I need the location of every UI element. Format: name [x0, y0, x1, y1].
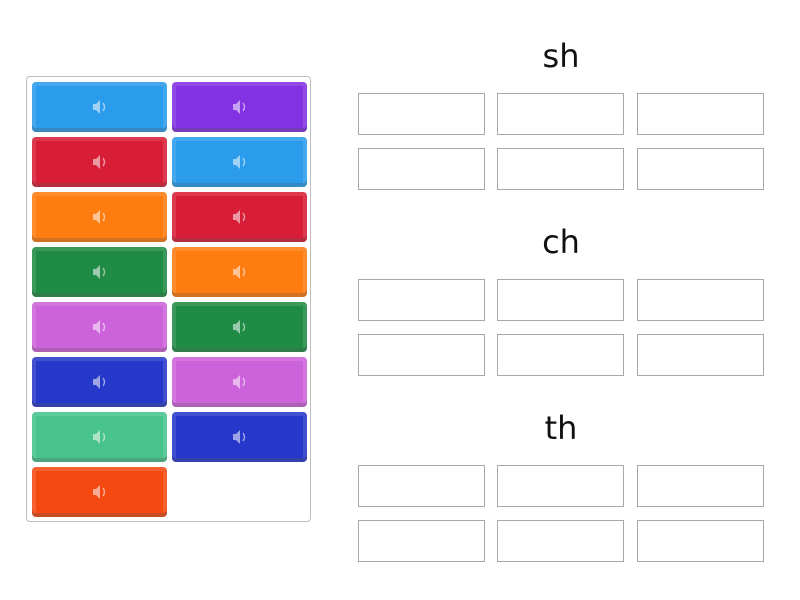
audio-tile[interactable]: [172, 302, 307, 352]
drop-slot[interactable]: [497, 93, 624, 135]
audio-tile[interactable]: [172, 412, 307, 462]
speaker-icon: [92, 319, 108, 335]
audio-tile[interactable]: [32, 247, 167, 297]
audio-tile[interactable]: [32, 467, 167, 517]
drop-slot[interactable]: [497, 520, 624, 562]
drop-slot[interactable]: [637, 93, 764, 135]
audio-tile[interactable]: [32, 82, 167, 132]
drop-slot[interactable]: [358, 93, 485, 135]
drop-slot[interactable]: [358, 279, 485, 321]
speaker-icon: [232, 264, 248, 280]
speaker-icon: [232, 374, 248, 390]
drop-slot[interactable]: [358, 465, 485, 507]
drop-slot[interactable]: [497, 148, 624, 190]
audio-tile[interactable]: [32, 412, 167, 462]
speaker-icon: [92, 484, 108, 500]
speaker-icon: [92, 264, 108, 280]
audio-tile[interactable]: [32, 192, 167, 242]
speaker-icon: [232, 209, 248, 225]
drop-slot[interactable]: [637, 334, 764, 376]
speaker-icon: [92, 374, 108, 390]
audio-tile[interactable]: [32, 302, 167, 352]
speaker-icon: [92, 209, 108, 225]
group-title: ch: [542, 223, 580, 261]
drop-slot[interactable]: [358, 148, 485, 190]
drop-slot[interactable]: [497, 279, 624, 321]
tile-bank: [26, 76, 311, 522]
speaker-icon: [92, 99, 108, 115]
drop-slot[interactable]: [358, 520, 485, 562]
speaker-icon: [232, 99, 248, 115]
group-title: th: [544, 409, 578, 447]
drop-slot[interactable]: [637, 520, 764, 562]
speaker-icon: [232, 429, 248, 445]
drop-slot[interactable]: [637, 148, 764, 190]
drop-slot[interactable]: [358, 334, 485, 376]
speaker-icon: [92, 429, 108, 445]
audio-tile[interactable]: [172, 357, 307, 407]
audio-tile[interactable]: [172, 192, 307, 242]
drop-slot[interactable]: [637, 465, 764, 507]
audio-tile[interactable]: [172, 82, 307, 132]
drop-slot[interactable]: [637, 279, 764, 321]
drop-slot[interactable]: [497, 465, 624, 507]
drop-slot[interactable]: [497, 334, 624, 376]
group-title: sh: [542, 37, 580, 75]
audio-tile[interactable]: [32, 357, 167, 407]
audio-tile[interactable]: [172, 247, 307, 297]
speaker-icon: [92, 154, 108, 170]
speaker-icon: [232, 319, 248, 335]
speaker-icon: [232, 154, 248, 170]
audio-tile[interactable]: [172, 137, 307, 187]
audio-tile[interactable]: [32, 137, 167, 187]
